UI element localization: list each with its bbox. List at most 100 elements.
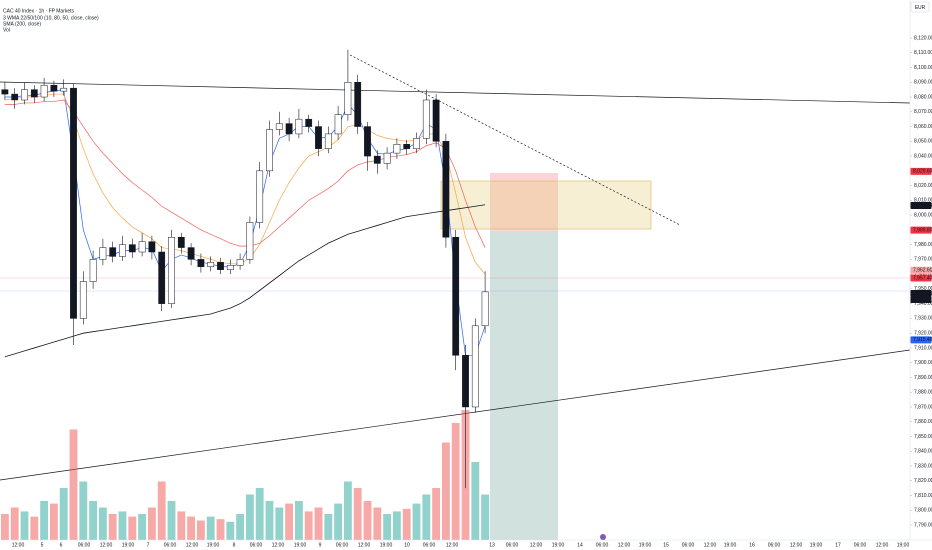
volume-bar <box>69 429 78 540</box>
y-tick-label: 7,790.00 <box>914 522 932 528</box>
volume-bar <box>314 507 323 540</box>
candle-body <box>226 265 234 270</box>
y-tick-label: 7,860.00 <box>914 419 932 425</box>
candle-body <box>1 89 9 95</box>
volume-bar <box>471 462 480 540</box>
x-tick-label: 19:00 <box>380 542 393 548</box>
candle-body <box>40 84 48 98</box>
currency-button[interactable] <box>910 1 930 13</box>
trend-line <box>0 81 911 104</box>
x-tick-label: 8 <box>233 542 236 548</box>
indicator-label: SMA (200, close) <box>3 21 41 27</box>
y-tick-label: 7,960.00 <box>914 271 932 277</box>
y-tick-label: 7,930.00 <box>914 316 932 322</box>
x-tick-label: 06:00 <box>596 542 609 548</box>
x-tick-label: 7 <box>147 542 150 548</box>
volume-bar <box>49 503 58 540</box>
y-tick-label: 8,080.00 <box>914 94 932 100</box>
volume-bar <box>432 488 441 540</box>
volume-bar <box>187 516 196 540</box>
price-tag <box>910 167 932 175</box>
indicator-label: 3 WMA 22/50/100 (10, 80, 50, close, clos… <box>3 15 99 21</box>
candle-body <box>128 244 136 253</box>
candle-body <box>295 118 303 135</box>
moving-average <box>4 204 486 358</box>
y-tick-label: 8,060.00 <box>914 124 932 130</box>
x-tick-label: 12:00 <box>530 542 543 548</box>
candle-body <box>334 114 342 135</box>
candle-body <box>481 291 489 327</box>
candle-body <box>148 241 156 253</box>
x-tick-label: 9 <box>319 542 322 548</box>
volume-bar <box>226 521 235 540</box>
candle-body <box>236 259 244 266</box>
price-tag-label: 8,029.60 <box>913 169 932 175</box>
y-tick-label: 8,120.00 <box>914 35 932 41</box>
x-tick-label: 5 <box>41 542 44 548</box>
y-tick-label: 7,850.00 <box>914 434 932 440</box>
x-tick-label: 13 <box>489 542 495 548</box>
x-tick-label: 19:00 <box>897 542 910 548</box>
candle-body <box>266 129 273 172</box>
indicator-label: Vol <box>3 27 10 33</box>
volume-bar <box>412 503 421 540</box>
candle-body <box>354 82 362 127</box>
volume-bar <box>30 516 39 540</box>
x-tick-label: 12:00 <box>186 542 199 548</box>
volume-bar <box>451 423 460 540</box>
trend-line <box>349 54 681 226</box>
candle-body <box>471 325 479 408</box>
x-tick-label: 19:00 <box>552 542 565 548</box>
volume-bar <box>118 511 127 540</box>
volume-bar <box>422 494 431 540</box>
x-tick-label: 15 <box>663 542 669 548</box>
volume-bar <box>481 494 490 540</box>
candle-body <box>70 87 77 319</box>
trend-line <box>0 349 911 481</box>
moving-average <box>4 93 486 275</box>
countdown: 01:04 <box>913 297 926 303</box>
volume-bar <box>40 501 49 540</box>
x-tick-label: 12:00 <box>876 542 889 548</box>
volume-bar <box>79 481 88 540</box>
price-tag-label: 7,915.48 <box>913 337 932 343</box>
y-tick-label: 7,870.00 <box>914 404 932 410</box>
currency[interactable]: EUR <box>915 5 926 11</box>
candle-body <box>383 152 391 164</box>
y-tick-label: 8,000.00 <box>914 212 932 218</box>
y-tick-label: 8,050.00 <box>914 139 932 145</box>
axes: 8,120.00 8,110.00 8,100.00 8,090.00 8,080.00… <box>12 35 932 548</box>
volume-bar <box>167 501 176 540</box>
candle-body <box>119 244 126 257</box>
x-tick-label: 06:00 <box>854 542 867 548</box>
volume-bar <box>128 516 137 540</box>
volume-bar <box>216 519 225 540</box>
event-marker[interactable] <box>600 534 606 540</box>
candle-body <box>373 155 381 164</box>
candle-body <box>158 251 166 304</box>
x-tick-label: 19:00 <box>294 542 307 548</box>
candle-body <box>60 87 68 92</box>
x-tick-label: 06:00 <box>250 542 263 548</box>
candle-body <box>11 93 19 101</box>
target-zone <box>490 231 558 540</box>
y-tick-label: 8,020.00 <box>914 183 932 189</box>
price-tag <box>910 266 932 274</box>
x-tick-label: 16 <box>749 542 755 548</box>
volume-bar <box>20 511 29 540</box>
y-tick-label: 7,940.00 <box>914 301 932 307</box>
candle-body <box>403 144 411 149</box>
y-tick-label: 8,110.00 <box>914 50 932 56</box>
candle-body <box>168 236 175 304</box>
y-tick-label: 7,880.00 <box>914 390 932 396</box>
y-tick-label: 7,900.00 <box>914 360 932 366</box>
x-tick-label: 14 <box>577 542 583 548</box>
y-tick-label: 7,920.00 <box>914 331 932 337</box>
candle-body <box>324 133 332 149</box>
price-tag <box>910 336 932 344</box>
volume-bar <box>402 508 411 540</box>
volume-bar <box>294 501 303 540</box>
x-tick-label: 12:00 <box>704 542 717 548</box>
x-tick-label: 19:00 <box>810 542 823 548</box>
